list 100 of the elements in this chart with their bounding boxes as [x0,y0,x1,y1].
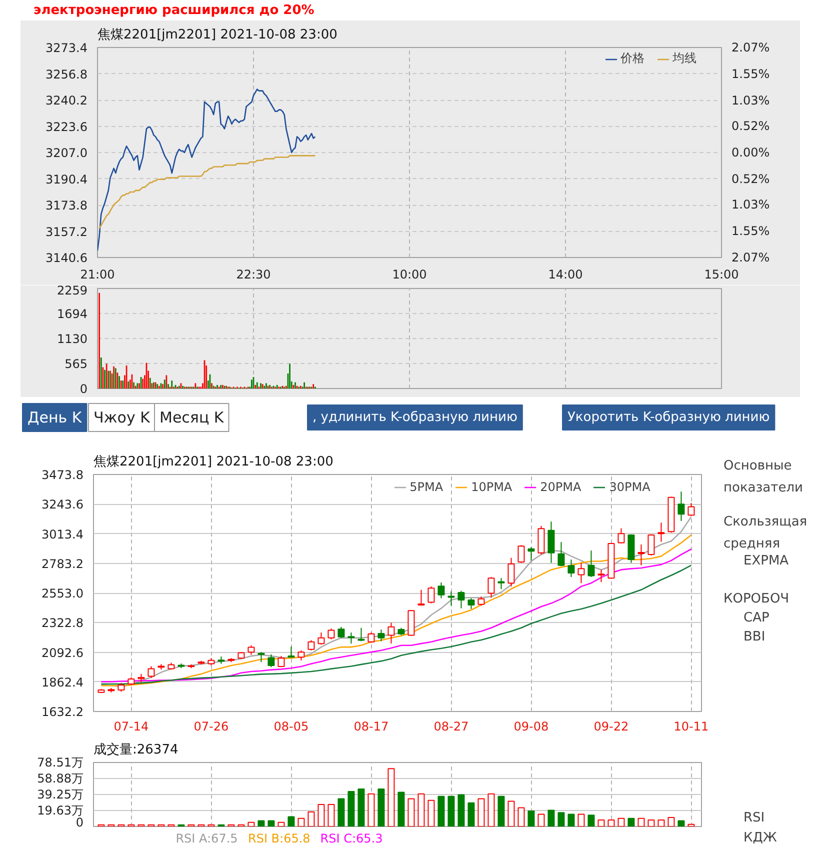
text: Месяц K [160,408,225,426]
bar [308,811,315,826]
y-tick-label: 2092.6 [42,646,84,660]
candlestick [468,598,475,610]
x-tick-label: 15:00 [704,268,739,282]
x-tick-label: 08-27 [434,720,469,734]
text: электроэнергию расширился до 20% [34,3,314,18]
bar [398,792,405,826]
candlestick [688,502,695,516]
y-tick-label: 3256.8 [46,67,88,82]
candlestick [348,632,355,644]
text: , удлинить K-образную линию [312,410,518,425]
candlestick [518,544,525,564]
candlestick [618,528,625,544]
bar [408,798,415,826]
candlestick [148,666,155,678]
bar [568,814,575,826]
x-tick-label: 22:30 [236,268,271,282]
bar [518,807,525,826]
x-tick-label: 10:00 [392,268,427,282]
x-tick-label: 21:00 [80,268,115,282]
bar [548,810,555,826]
y2-tick-label: 0.00% [732,146,770,160]
bar [388,768,395,826]
y-tick-label: 1130 [56,332,88,346]
y2-tick-label: 2.07% [732,250,770,264]
text: КДЖ [744,830,777,846]
legend-label: 5PMA [410,480,444,494]
candlestick [578,562,585,584]
y-tick-label: 2783.2 [42,556,84,571]
y-tick-label: 3473.8 [42,468,84,482]
y2-tick-label: 1.55% [732,224,770,238]
bar [618,818,625,826]
candlestick [508,557,515,587]
text: Скользящая средняя [724,514,808,552]
text: Основные показатели [724,458,803,496]
y2-tick-label: 2.07% [732,40,770,54]
text: BBI [744,630,766,644]
bar [418,793,425,826]
bar [528,810,535,826]
y-tick-label: 2553.0 [42,586,84,600]
candlestick [428,586,435,604]
y-tick-label: 3173.8 [46,198,88,212]
y-tick-label: 3273.4 [46,41,88,55]
candlestick [528,546,535,562]
bar [488,793,495,826]
y-tick-label: 2322.8 [42,616,84,630]
candlestick [498,578,505,590]
bar [468,802,475,826]
bar [588,814,595,826]
text: День K [28,408,83,426]
text: CAP [744,610,770,626]
bar [378,788,385,826]
candlestick [658,522,665,542]
x-tick-label: 09-08 [514,720,549,734]
chart-title: 焦煤2201[jm2201] 2021-10-08 23:00 [98,28,338,42]
bar [278,822,285,826]
bar [668,817,675,826]
bar [558,812,565,826]
text: RSI [744,810,765,826]
x-tick-label: 07-26 [194,720,229,734]
legend-label: 20PMA [540,480,582,494]
bar [498,796,505,826]
y-tick-label: 3243.6 [42,498,84,512]
text: RSI A:67.5 [176,832,238,846]
bar [638,818,645,826]
candlestick [248,644,255,656]
candlestick [458,590,465,609]
text: RSI C:65.3 [320,832,383,846]
candlestick [548,521,555,564]
bar [628,818,635,826]
candlestick [308,640,315,651]
bar [478,798,485,826]
bar [458,794,465,826]
y-tick-label: 565 [64,356,88,371]
candlestick [678,491,685,522]
bar [368,793,375,826]
candlestick [318,632,325,646]
candlestick [268,654,275,668]
text: Укоротить K-образную линию [568,410,770,425]
x-tick-label: 08-05 [274,720,309,734]
line-series [98,155,316,230]
bar [248,822,255,826]
candlestick [378,629,385,642]
y2-tick-label: 1.55% [732,66,770,81]
bar [428,800,435,826]
y-tick-label: 0 [76,816,84,830]
y-tick-label: 3223.6 [46,120,88,134]
y-tick-label: 2259 [56,284,88,298]
bar [298,818,305,826]
bar [258,820,265,826]
candlestick [388,622,395,644]
candlestick [298,650,305,661]
candlestick [588,550,595,578]
legend-label: 30PMA [609,480,650,494]
text: RSI B:65.8 [248,832,310,846]
bar [318,804,325,826]
y-tick-label: 3157.2 [46,224,88,239]
x-tick-label: 09-22 [594,720,629,734]
y-tick-label: 3190.4 [46,172,88,186]
